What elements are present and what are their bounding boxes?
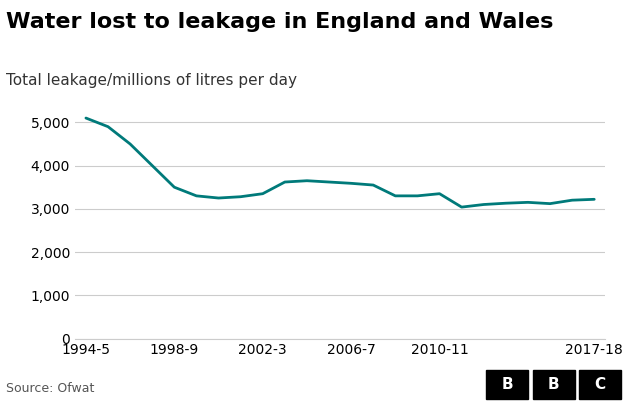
- Text: Water lost to leakage in England and Wales: Water lost to leakage in England and Wal…: [6, 12, 553, 32]
- Bar: [486, 370, 528, 399]
- Text: C: C: [595, 377, 606, 393]
- Bar: [579, 370, 621, 399]
- Text: Source: Ofwat: Source: Ofwat: [6, 382, 95, 395]
- Bar: [533, 370, 575, 399]
- Text: B: B: [548, 377, 560, 393]
- Text: B: B: [501, 377, 513, 393]
- Text: Total leakage/millions of litres per day: Total leakage/millions of litres per day: [6, 73, 297, 87]
